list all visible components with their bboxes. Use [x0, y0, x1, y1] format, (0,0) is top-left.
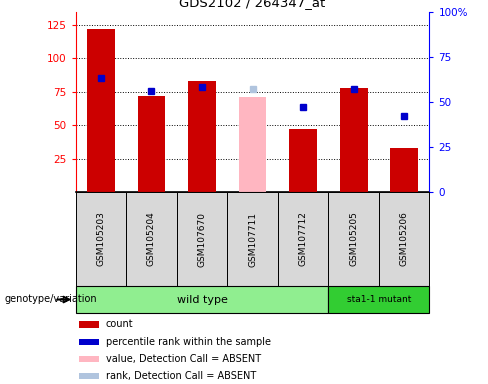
Bar — [138, 96, 165, 192]
Bar — [79, 356, 99, 362]
Text: value, Detection Call = ABSENT: value, Detection Call = ABSENT — [106, 354, 261, 364]
Text: sta1-1 mutant: sta1-1 mutant — [346, 295, 411, 304]
Bar — [227, 192, 278, 286]
Text: genotype/variation: genotype/variation — [5, 294, 98, 304]
Bar — [79, 321, 99, 328]
Text: GSM105205: GSM105205 — [349, 212, 358, 266]
Bar — [76, 286, 328, 313]
Text: rank, Detection Call = ABSENT: rank, Detection Call = ABSENT — [106, 371, 256, 381]
Text: GSM105203: GSM105203 — [97, 212, 105, 266]
Bar — [340, 88, 367, 192]
Bar — [76, 192, 126, 286]
Text: GSM107712: GSM107712 — [299, 212, 307, 266]
Text: GSM105206: GSM105206 — [400, 212, 408, 266]
Bar — [87, 29, 115, 192]
Bar — [79, 339, 99, 345]
Bar — [289, 129, 317, 192]
Bar — [177, 192, 227, 286]
Bar — [79, 373, 99, 379]
Title: GDS2102 / 264347_at: GDS2102 / 264347_at — [180, 0, 325, 9]
Bar — [278, 192, 328, 286]
Text: GSM105204: GSM105204 — [147, 212, 156, 266]
Text: wild type: wild type — [177, 295, 227, 305]
Bar — [328, 286, 429, 313]
Text: GSM107711: GSM107711 — [248, 212, 257, 266]
Bar — [188, 81, 216, 192]
Bar — [239, 97, 266, 192]
Bar — [328, 192, 379, 286]
Text: GSM107670: GSM107670 — [198, 212, 206, 266]
Bar — [390, 148, 418, 192]
Text: percentile rank within the sample: percentile rank within the sample — [106, 337, 271, 347]
Bar — [379, 192, 429, 286]
Text: count: count — [106, 319, 133, 329]
Bar — [126, 192, 177, 286]
